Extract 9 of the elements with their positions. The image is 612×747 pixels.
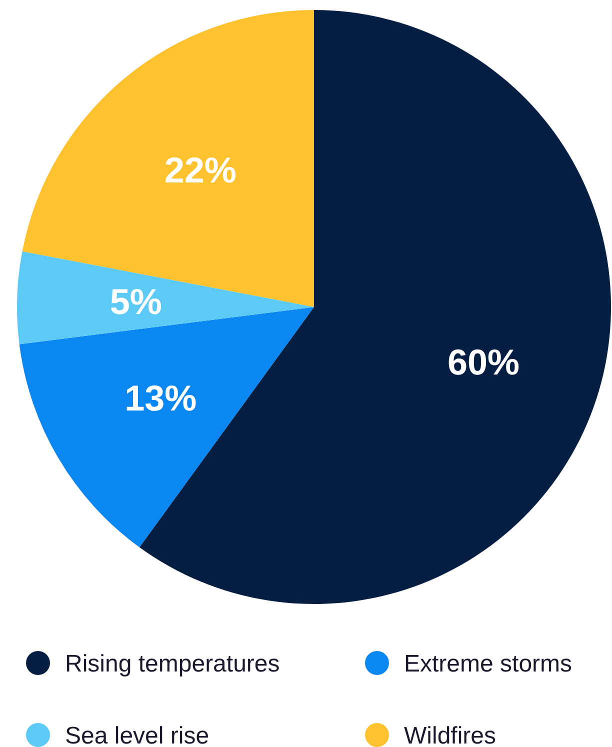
data-label: 60% bbox=[447, 342, 520, 383]
data-label: 13% bbox=[124, 377, 197, 418]
data-label: 5% bbox=[110, 281, 162, 322]
legend-label: Wildfires bbox=[404, 722, 496, 747]
data-label: 22% bbox=[164, 149, 236, 190]
legend-label: Extreme storms bbox=[404, 650, 572, 678]
legend-label: Rising temperatures bbox=[65, 650, 280, 678]
pie-slice bbox=[17, 251, 314, 344]
legend-label: Sea level rise bbox=[65, 722, 210, 747]
